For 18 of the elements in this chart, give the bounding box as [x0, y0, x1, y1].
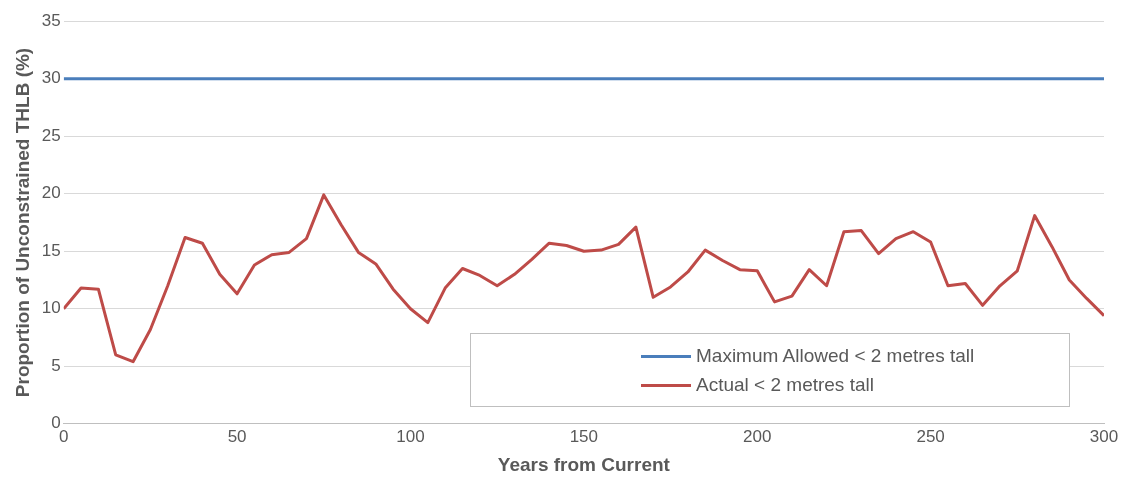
x-axis-title: Years from Current: [497, 453, 671, 475]
y-tick-label: 20: [41, 183, 61, 203]
x-tick-label: 250: [916, 426, 945, 446]
y-axis-title: Proportion of Unconstrained THLB (%): [11, 47, 33, 398]
legend-label: Actual < 2 metres tall: [696, 374, 874, 397]
y-tick-label: 0: [51, 413, 61, 433]
legend-label: Maximum Allowed < 2 metres tall: [696, 345, 975, 368]
x-tick-label: 50: [227, 426, 247, 446]
x-tick-label: 300: [1089, 426, 1119, 446]
y-tick-label: 30: [41, 68, 61, 88]
y-tick-label: 35: [41, 10, 61, 30]
x-tick-label: 200: [743, 426, 772, 446]
y-tick-label: 25: [41, 125, 61, 145]
y-tick-label: 15: [41, 240, 61, 260]
y-tick-label: 10: [41, 298, 61, 318]
x-tick-label: 100: [396, 426, 425, 446]
y-tick-label: 5: [51, 355, 61, 375]
x-tick-label: 150: [569, 426, 599, 446]
